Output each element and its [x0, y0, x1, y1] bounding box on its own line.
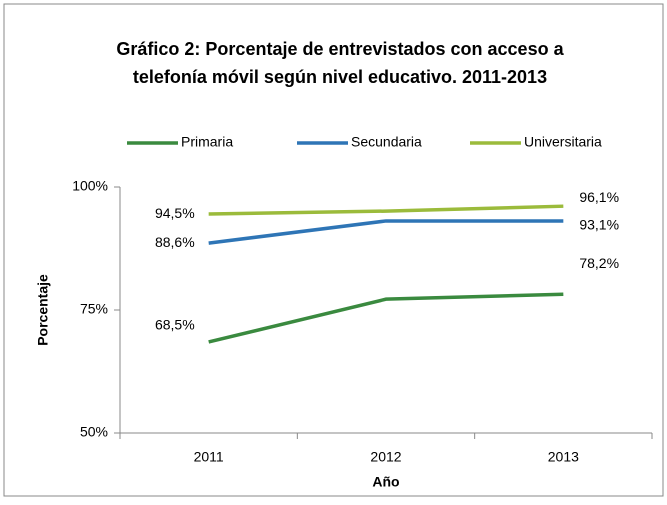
- series-line: [208, 292, 564, 344]
- data-label: 93,1%: [579, 217, 619, 233]
- y-tick-label: 50%: [80, 424, 108, 440]
- legend-label: Universitaria: [524, 134, 602, 150]
- y-tick-label: 100%: [72, 178, 108, 194]
- data-label: 68,5%: [155, 317, 195, 333]
- y-tick-label: 75%: [80, 301, 108, 317]
- x-tick-label: 2011: [194, 449, 224, 465]
- x-axis-label: Año: [372, 474, 399, 490]
- chart-title: Gráfico 2: Porcentaje de entrevistados c…: [116, 39, 564, 59]
- data-label: 94,5%: [155, 205, 195, 221]
- chart-border: [3, 3, 664, 497]
- series-line: [208, 204, 564, 216]
- data-label: 88,6%: [155, 234, 195, 250]
- series-line: [208, 219, 564, 245]
- chart-title: telefonía móvil según nivel educativo. 2…: [133, 67, 547, 87]
- data-label: 96,1%: [579, 189, 619, 205]
- x-tick-label: 2012: [370, 449, 401, 465]
- data-label: 78,2%: [579, 255, 619, 271]
- legend-label: Secundaria: [351, 134, 422, 150]
- legend-label: Primaria: [181, 134, 233, 150]
- y-axis-label: Porcentaje: [35, 274, 51, 346]
- x-tick-label: 2013: [548, 449, 579, 465]
